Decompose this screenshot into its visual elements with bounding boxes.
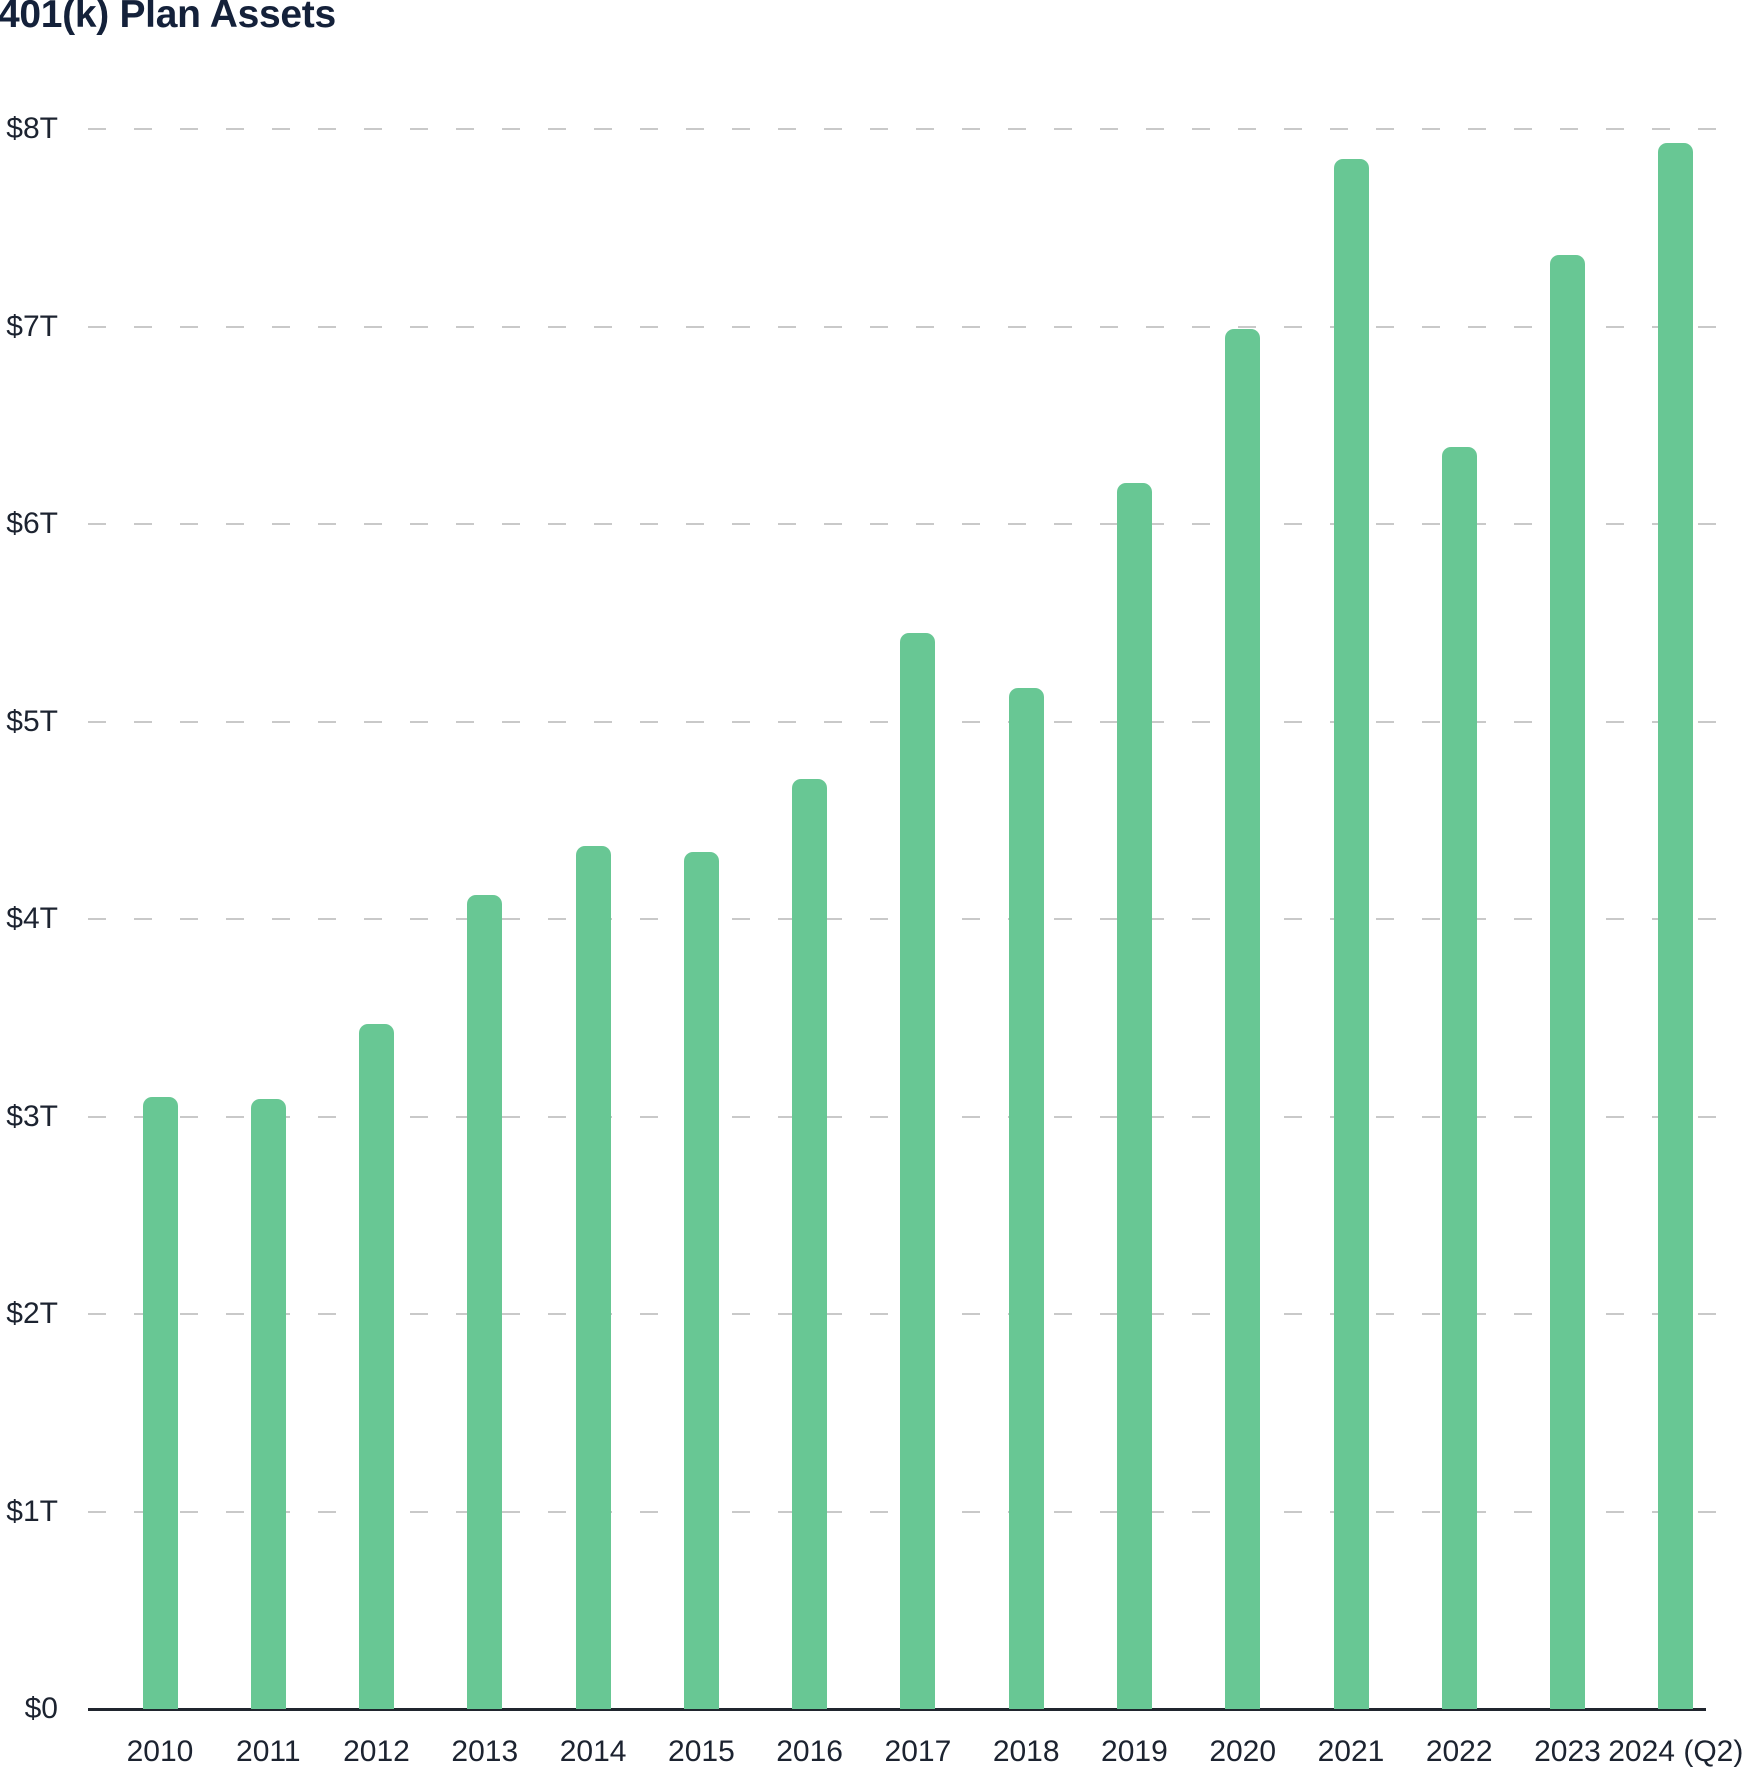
bar-2018 [1008, 687, 1044, 1709]
bar-2019 [1116, 482, 1152, 1709]
bar-2017 [900, 632, 936, 1709]
y-axis-tick-label: $7T [6, 309, 58, 343]
gridline-8t [88, 128, 1742, 130]
y-axis-tick-label: $3T [6, 1099, 58, 1133]
bar-2011 [250, 1098, 286, 1709]
y-axis-tick-label: $6T [6, 507, 58, 540]
y-axis-tick-label: $2T [6, 1297, 58, 1330]
y-axis-tick-label: $0 [24, 1692, 58, 1725]
x-axis-tick-label-2018: 2018 [992, 1735, 1060, 1768]
bar-2010 [142, 1096, 178, 1710]
x-axis-tick-label-2016: 2016 [776, 1735, 843, 1768]
x-axis-tick-label-2010: 2010 [126, 1735, 194, 1768]
x-axis-tick-label-2014: 2014 [559, 1735, 627, 1768]
x-axis-tick-label-2011: 2011 [236, 1735, 301, 1768]
x-axis-tick-label-2021: 2021 [1317, 1735, 1385, 1768]
x-axis-line [88, 1708, 1706, 1711]
bar-2015 [683, 851, 719, 1709]
bar-2020 [1225, 328, 1261, 1709]
bar-2014 [575, 845, 611, 1709]
bar-2022 [1441, 447, 1477, 1709]
x-axis-tick-label-2015: 2015 [668, 1735, 735, 1768]
bar-2023 [1550, 255, 1585, 1709]
x-axis-tick-label-2020: 2020 [1209, 1735, 1277, 1768]
bar-2024-q2 [1658, 142, 1694, 1709]
y-axis-tick-label: $8T [6, 112, 58, 145]
y-axis-tick-label: $1T [6, 1494, 58, 1528]
x-axis-tick-label-2023: 2023 [1534, 1735, 1601, 1768]
bar-2021 [1333, 158, 1369, 1709]
x-axis-tick-label-2017: 2017 [884, 1735, 952, 1768]
x-axis-tick-label-2019: 2019 [1101, 1735, 1168, 1768]
bar-2012 [359, 1023, 394, 1709]
bar-2013 [467, 895, 503, 1709]
bar-2016 [792, 778, 828, 1709]
chart-title: 401(k) Plan Assets [0, 0, 336, 36]
x-axis-tick-label-2024-q2: 2024 (Q2) [1608, 1735, 1744, 1768]
y-axis-tick-label: $4T [6, 902, 58, 935]
x-axis-tick-label-2022: 2022 [1425, 1735, 1493, 1768]
gridline-7t [88, 325, 1742, 328]
y-axis-tick-label: $5T [6, 704, 58, 738]
x-axis-tick-label-2013: 2013 [451, 1735, 519, 1768]
gridline-6t [88, 523, 1742, 525]
x-axis-tick-label-2012: 2012 [343, 1735, 410, 1768]
